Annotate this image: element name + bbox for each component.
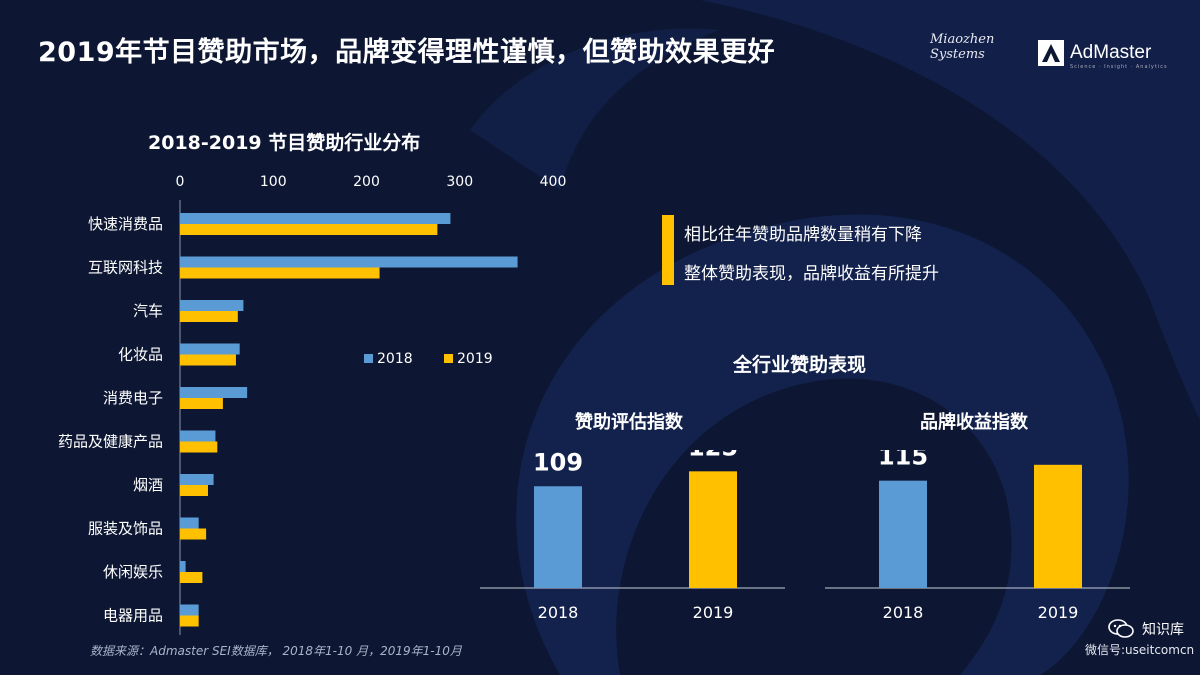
data-label: 132 xyxy=(1033,450,1083,455)
bar-2018 xyxy=(180,561,186,572)
admaster-logo-icon xyxy=(1038,40,1064,66)
category-label: 消费电子 xyxy=(103,389,163,407)
category-label: 互联网科技 xyxy=(88,259,163,277)
legend-label-2018: 2018 xyxy=(377,351,413,367)
sponsor-index-title: 赞助评估指数 xyxy=(575,412,683,433)
bar-2019 xyxy=(180,224,438,235)
x-category-label: 2018 xyxy=(538,603,579,622)
performance-title: 全行业赞助表现 xyxy=(733,354,867,376)
x-category-label: 2019 xyxy=(693,603,734,622)
data-source-note: 数据来源：Admaster SEI数据库， 2018年1-10 月，2019年1… xyxy=(90,644,462,658)
legend-swatch-2018 xyxy=(364,354,373,363)
wechat-icon xyxy=(1108,619,1134,638)
x-category-label: 2019 xyxy=(1038,603,1079,622)
bar-2018 xyxy=(180,517,199,529)
bar-2018 xyxy=(180,387,248,398)
bar-2019 xyxy=(180,398,223,409)
category-label: 休闲娱乐 xyxy=(103,563,163,581)
page-title: 2019年节目赞助市场，品牌变得理性谨慎，但赞助效果更好 xyxy=(38,37,776,68)
x-tick-label: 200 xyxy=(353,174,380,190)
admaster-logo-subtitle: Science · Insight · Analytics xyxy=(1070,64,1168,70)
legend-swatch-2019 xyxy=(444,354,453,363)
x-tick-label: 400 xyxy=(540,174,567,190)
bar-2019 xyxy=(180,528,207,540)
wechat-badge: 知识库 xyxy=(1108,619,1184,639)
x-tick-label: 0 xyxy=(176,174,185,190)
brand-index-title: 品牌收益指数 xyxy=(920,412,1028,433)
category-label: 电器用品 xyxy=(103,607,163,625)
bar-2018 xyxy=(879,480,927,588)
category-label: 服装及饰品 xyxy=(88,520,163,538)
industry-chart-title: 2018-2019 节目赞助行业分布 xyxy=(148,132,421,154)
bar-2019 xyxy=(180,311,238,322)
category-label: 化妆品 xyxy=(118,346,163,364)
legend-label-2019: 2019 xyxy=(457,351,493,367)
bar-2019 xyxy=(180,615,199,627)
bar-2018 xyxy=(180,474,214,485)
wechat-id: 微信号:useitcomcn xyxy=(1085,643,1195,657)
category-label: 药品及健康产品 xyxy=(58,433,163,451)
x-tick-label: 100 xyxy=(260,174,287,190)
category-label: 快速消费品 xyxy=(88,215,163,233)
bar-2018 xyxy=(180,343,240,355)
bar-2018 xyxy=(180,300,244,311)
admaster-logo-text: AdMaster xyxy=(1070,42,1152,63)
bar-2019 xyxy=(180,485,208,496)
miaozhen-logo: Miaozhen Systems xyxy=(930,32,995,62)
bar-2018 xyxy=(180,604,199,616)
data-label: 125 xyxy=(688,450,738,461)
brand-index-chart: 115 2018 132 2019 xyxy=(825,450,1130,622)
admaster-logo: AdMaster Science · Insight · Analytics xyxy=(1038,40,1167,70)
highlight-line-1: 相比往年赞助品牌数量稍有下降 xyxy=(684,225,922,245)
x-category-label: 2018 xyxy=(883,603,924,622)
bar-2019 xyxy=(1034,464,1082,588)
bar-2019 xyxy=(180,572,203,583)
bar-2018 xyxy=(534,486,582,588)
category-label: 烟酒 xyxy=(133,476,163,494)
miaozhen-logo-line1: Miaozhen xyxy=(930,32,995,47)
miaozhen-logo-line2: Systems xyxy=(930,47,985,62)
bar-2019 xyxy=(180,267,380,279)
data-label: 109 xyxy=(533,450,583,476)
bar-2018 xyxy=(180,256,518,268)
industry-bar-chart: 0 100 200 300 400 快速消费品互联网科技汽车化妆品消费电子药品及健康产品烟… xyxy=(58,174,567,635)
highlight-line-2: 整体赞助表现，品牌收益有所提升 xyxy=(684,264,939,284)
highlight-accent-bar xyxy=(662,215,674,285)
bar-2018 xyxy=(180,430,216,442)
category-label: 汽车 xyxy=(133,302,163,320)
bar-2018 xyxy=(180,213,451,224)
bar-2019 xyxy=(180,441,218,453)
bar-2019 xyxy=(180,354,236,366)
wechat-name: 知识库 xyxy=(1142,622,1184,638)
x-tick-label: 300 xyxy=(446,174,473,190)
bar-2019 xyxy=(689,471,737,588)
data-label: 115 xyxy=(878,450,928,471)
sponsor-index-chart: 109 2018 125 2019 xyxy=(480,450,785,622)
